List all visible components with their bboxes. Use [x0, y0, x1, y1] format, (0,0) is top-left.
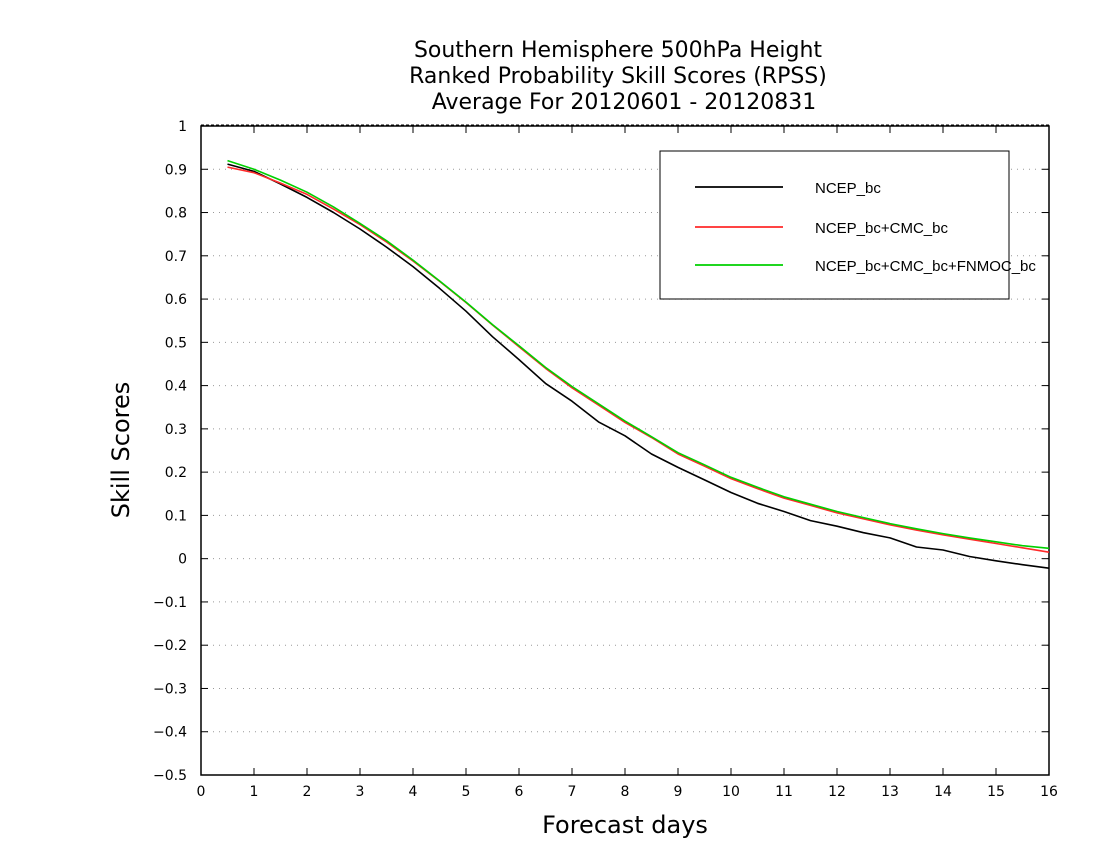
y-tick-label: 1 [178, 119, 187, 135]
plot-frame [200, 125, 1050, 776]
x-tick-label: 13 [881, 784, 899, 800]
chart-title: Southern Hemisphere 500hPa Height [414, 38, 822, 63]
y-tick-label: −0.1 [153, 595, 187, 611]
y-tick-label: −0.2 [153, 638, 187, 654]
y-tick-label: −0.5 [153, 768, 187, 784]
y-tick-label: 0 [178, 552, 187, 568]
y-tick-label: 0.4 [165, 379, 187, 395]
y-tick-label: −0.3 [153, 681, 187, 697]
legend-label-3: NCEP_bc+CMC_bc+FNMOC_bc [815, 258, 1036, 275]
x-tick-label: 8 [621, 784, 630, 800]
x-tick-label: 1 [250, 784, 259, 800]
chart-subtitle-period: Average For 20120601 - 20120831 [432, 90, 817, 115]
series-line-3 [227, 159, 1050, 550]
x-tick-label: 7 [568, 784, 577, 800]
x-tick-label: 15 [987, 784, 1005, 800]
series-lines [227, 159, 1050, 569]
y-axis-label: Skill Scores [107, 382, 135, 519]
x-tick-label: 16 [1040, 784, 1058, 800]
x-tick-label: 0 [197, 784, 206, 800]
x-tick-label: 4 [409, 784, 418, 800]
legend-items: NCEP_bc NCEP_bc+CMC_bc NCEP_bc+CMC_bc+FNMO… [695, 180, 1036, 275]
y-tick-label: 0.5 [165, 335, 187, 351]
x-tick-label: 12 [828, 784, 846, 800]
legend-label-1: NCEP_bc [815, 180, 881, 197]
chart-subtitle: Ranked Probability Skill Scores (RPSS) [409, 64, 827, 89]
y-tick-label: 0.3 [165, 422, 187, 438]
x-tick-label: 11 [775, 784, 793, 800]
x-tick-label: 10 [722, 784, 740, 800]
y-tick-label: 0.9 [165, 162, 187, 178]
x-tick-label: 5 [462, 784, 471, 800]
y-tick-label: 0.8 [165, 206, 187, 222]
legend-label-2: NCEP_bc+CMC_bc [815, 220, 948, 237]
x-tick-label: 6 [515, 784, 524, 800]
y-tick-label: 0.6 [165, 292, 187, 308]
y-axis-ticks: 1 0.9 0.8 0.7 0.6 0.5 0.4 0.3 0.2 0.1 0 −0.1 −0.2 −0.… [153, 119, 1049, 784]
legend-box [659, 150, 1010, 300]
y-tick-label: −0.4 [153, 725, 187, 741]
series-line-2 [227, 166, 1050, 553]
x-axis-label: Forecast days [542, 811, 708, 839]
x-tick-label: 9 [674, 784, 683, 800]
x-tick-label: 3 [356, 784, 365, 800]
y-tick-label: 0.7 [165, 249, 187, 265]
y-tick-label: 0.1 [165, 508, 187, 524]
x-tick-label: 2 [303, 784, 312, 800]
x-tick-label: 14 [934, 784, 952, 800]
y-tick-label: 0.2 [165, 465, 187, 481]
x-axis-ticks: 0 1 2 3 4 5 6 7 8 9 10 11 12 13 14 15 16 [197, 126, 1058, 800]
legend: NCEP_bc NCEP_bc+CMC_bc NCEP_bc+CMC_bc+FNMO… [659, 150, 1036, 300]
series-line-1 [227, 163, 1050, 569]
